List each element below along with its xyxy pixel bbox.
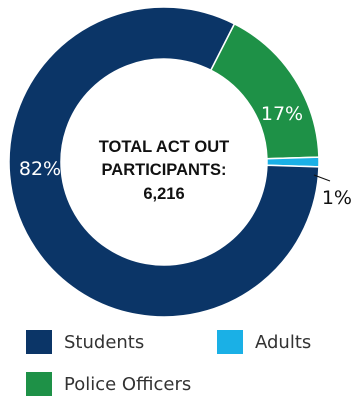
legend-swatch-adults — [217, 330, 243, 354]
center-label-total: 6,216 — [143, 185, 184, 203]
legend-label-students: Students — [64, 331, 145, 353]
legend-label-police-officers: Police Officers — [64, 373, 192, 395]
legend-item-students: Students — [26, 330, 144, 354]
slice-label-adults: 1% — [322, 187, 352, 209]
center-label-line1: TOTAL ACT OUT — [99, 138, 229, 156]
legend-label-adults: Adults — [255, 331, 312, 353]
adults-leader-line — [313, 174, 331, 182]
slice-label-students: 82% — [19, 158, 61, 180]
legend-item-adults: Adults — [217, 330, 311, 354]
slice-label-police-officers: 17% — [261, 103, 303, 125]
slice-students — [8, 6, 320, 318]
legend-item-police-officers: Police Officers — [26, 372, 191, 396]
chart-legend: Students Adults Police Officers — [26, 330, 346, 400]
legend-swatch-police-officers — [26, 372, 52, 396]
donut-chart: 17% 1% 82% TOTAL ACT OUT PARTICIPANTS: 6,2… — [8, 6, 352, 318]
slice-labels: 17% 1% 82% — [19, 103, 352, 209]
legend-swatch-students — [26, 330, 52, 354]
donut-slices — [8, 6, 320, 318]
center-label-line2: PARTICIPANTS: — [102, 161, 227, 179]
